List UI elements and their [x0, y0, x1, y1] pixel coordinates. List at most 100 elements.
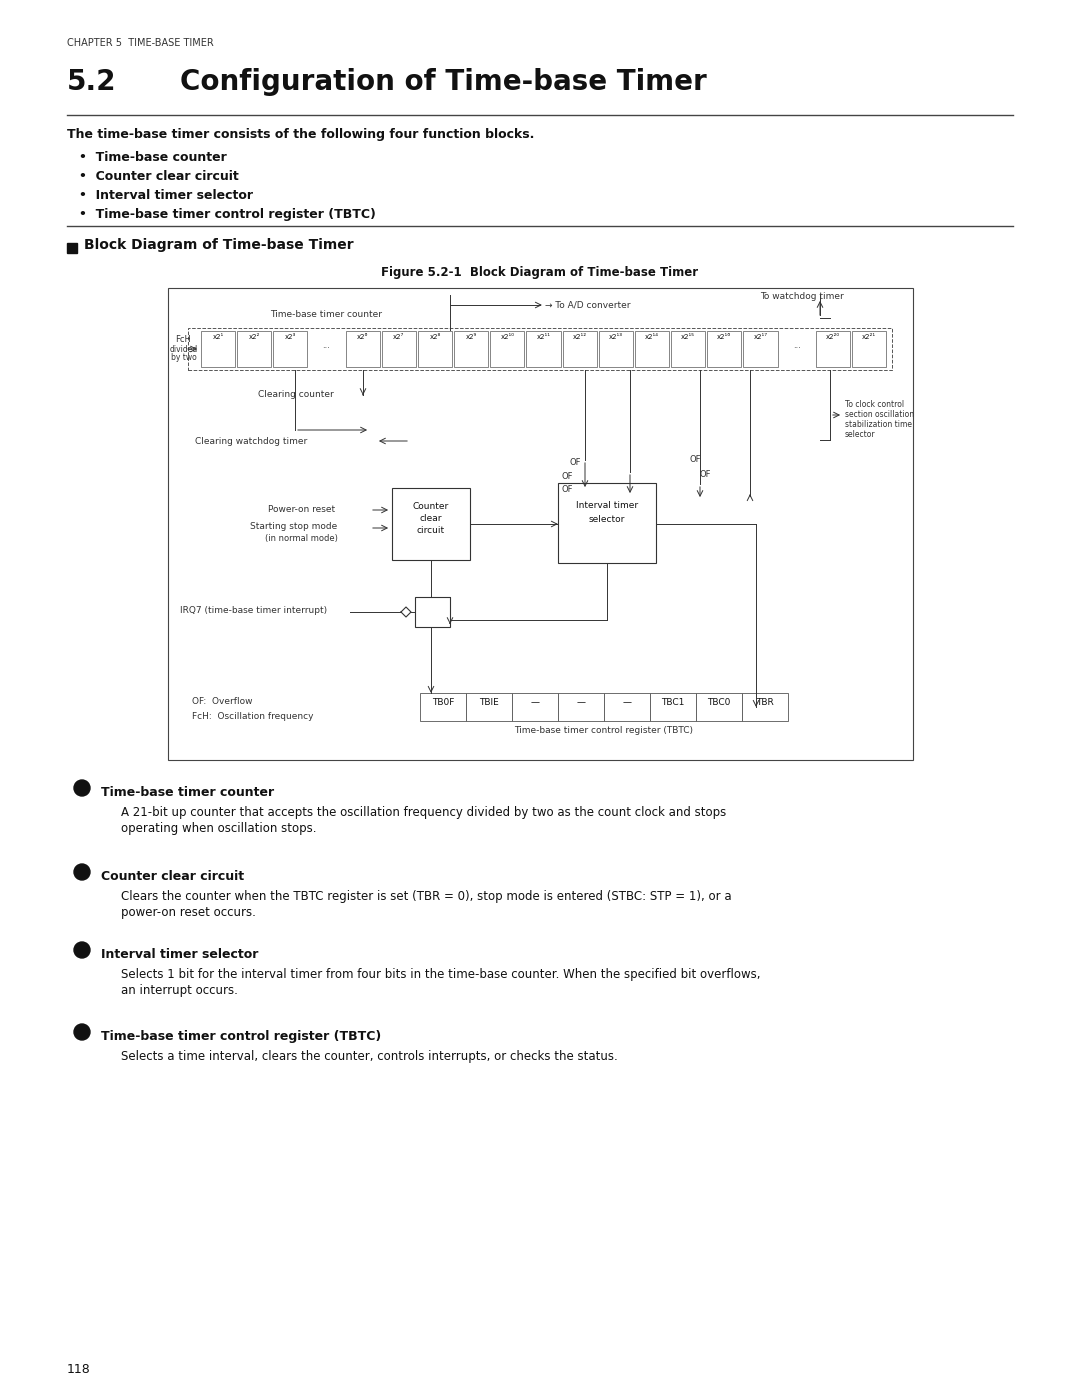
Text: → To A/D converter: → To A/D converter [545, 300, 631, 309]
Text: The time-base timer consists of the following four function blocks.: The time-base timer consists of the foll… [67, 129, 535, 141]
Text: an interrupt occurs.: an interrupt occurs. [121, 983, 238, 997]
Text: CHAPTER 5  TIME-BASE TIMER: CHAPTER 5 TIME-BASE TIMER [67, 38, 214, 47]
Text: To watchdog timer: To watchdog timer [760, 292, 843, 300]
Bar [415, 597, 450, 627]
Bar [273, 331, 308, 367]
Bar [604, 693, 650, 721]
Text: Configuration of Time-base Timer: Configuration of Time-base Timer [180, 68, 706, 96]
Text: 118: 118 [67, 1363, 91, 1376]
Text: x2³: x2³ [285, 334, 296, 339]
Bar [526, 331, 561, 367]
Bar [382, 331, 416, 367]
Bar [512, 693, 558, 721]
Text: x2¹⁰: x2¹⁰ [500, 334, 514, 339]
Text: OF: OF [700, 469, 712, 479]
Bar [465, 693, 512, 721]
Text: by two: by two [171, 353, 197, 362]
Text: Time-base timer control register (TBTC): Time-base timer control register (TBTC) [102, 1030, 381, 1044]
Text: x2¹⁶: x2¹⁶ [717, 334, 731, 339]
Text: x2⁸: x2⁸ [430, 334, 441, 339]
Bar [563, 331, 597, 367]
Text: x2⁷: x2⁷ [393, 334, 405, 339]
Text: x2¹⁷: x2¹⁷ [754, 334, 768, 339]
Text: •  Time-base counter: • Time-base counter [79, 151, 227, 163]
Bar [635, 331, 669, 367]
Text: Clearing counter: Clearing counter [258, 390, 334, 400]
Text: Selects 1 bit for the interval timer from four bits in the time-base counter. Wh: Selects 1 bit for the interval timer fro… [121, 968, 760, 981]
Text: Power-on reset: Power-on reset [268, 504, 335, 514]
Text: OF: OF [690, 455, 702, 464]
Text: circuit: circuit [417, 527, 445, 535]
Text: Figure 5.2-1  Block Diagram of Time-base Timer: Figure 5.2-1 Block Diagram of Time-base … [381, 265, 699, 279]
Text: Clearing watchdog timer: Clearing watchdog timer [195, 437, 307, 446]
Bar [558, 483, 656, 563]
Text: Time-base timer control register (TBTC): Time-base timer control register (TBTC) [514, 726, 693, 735]
Text: divided: divided [170, 345, 199, 353]
Bar [418, 331, 453, 367]
Text: Starting stop mode: Starting stop mode [249, 522, 337, 531]
Text: Clears the counter when the TBTC register is set (TBR = 0), stop mode is entered: Clears the counter when the TBTC registe… [121, 890, 731, 902]
Text: selector: selector [589, 515, 625, 524]
Text: OF: OF [562, 472, 573, 481]
Text: power-on reset occurs.: power-on reset occurs. [121, 907, 256, 919]
Text: x2²⁰: x2²⁰ [826, 334, 840, 339]
Text: Counter: Counter [413, 502, 449, 511]
Bar [392, 488, 470, 560]
Bar [696, 693, 742, 721]
Text: x2⁶: x2⁶ [357, 334, 368, 339]
Bar [650, 693, 696, 721]
Text: x2¹³: x2¹³ [609, 334, 623, 339]
Text: TBC0: TBC0 [707, 698, 731, 707]
Bar [67, 243, 77, 253]
Text: operating when oscillation stops.: operating when oscillation stops. [121, 821, 316, 835]
Bar [168, 288, 913, 760]
Bar [558, 693, 604, 721]
Bar [238, 331, 271, 367]
Text: Counter clear circuit: Counter clear circuit [102, 870, 244, 883]
Bar [454, 331, 488, 367]
Text: IRQ7 (time-base timer interrupt): IRQ7 (time-base timer interrupt) [180, 606, 327, 615]
Text: clear: clear [420, 514, 442, 522]
Text: stabilization time: stabilization time [845, 420, 912, 429]
Text: x2²¹: x2²¹ [862, 334, 876, 339]
Text: FᴄH:  Oscillation frequency: FᴄH: Oscillation frequency [192, 712, 313, 721]
Text: —: — [530, 698, 540, 707]
Text: •  Time-base timer control register (TBTC): • Time-base timer control register (TBTC… [79, 208, 376, 221]
Text: (in normal mode): (in normal mode) [265, 534, 338, 543]
Text: OF: OF [570, 458, 581, 467]
Text: Interval timer: Interval timer [576, 502, 638, 510]
Text: FᴄH: FᴄH [175, 335, 191, 344]
Bar [201, 331, 235, 367]
Text: •  Interval timer selector: • Interval timer selector [79, 189, 253, 203]
Bar [490, 331, 525, 367]
Text: x2¹¹: x2¹¹ [537, 334, 551, 339]
Text: TBC1: TBC1 [661, 698, 685, 707]
Text: —: — [577, 698, 585, 707]
Text: Interval timer selector: Interval timer selector [102, 949, 258, 961]
Text: x2¹²: x2¹² [572, 334, 586, 339]
Text: x2²: x2² [248, 334, 260, 339]
Circle shape [75, 863, 90, 880]
Text: x2¹: x2¹ [213, 334, 224, 339]
Circle shape [75, 1024, 90, 1039]
Bar [742, 693, 788, 721]
Text: TBR: TBR [756, 698, 774, 707]
Text: x2¹⁵: x2¹⁵ [681, 334, 696, 339]
Bar [815, 331, 850, 367]
Text: Time-base timer counter: Time-base timer counter [102, 787, 274, 799]
Text: x2⁹: x2⁹ [465, 334, 476, 339]
Bar [598, 331, 633, 367]
Bar [743, 331, 778, 367]
Text: A 21-bit up counter that accepts the oscillation frequency divided by two as the: A 21-bit up counter that accepts the osc… [121, 806, 726, 819]
Text: selector: selector [845, 430, 876, 439]
Text: OF: OF [562, 485, 573, 495]
Text: Selects a time interval, clears the counter, controls interrupts, or checks the : Selects a time interval, clears the coun… [121, 1051, 618, 1063]
Text: ...: ... [323, 341, 330, 349]
Circle shape [75, 942, 90, 958]
Text: section oscillation: section oscillation [845, 409, 914, 419]
Bar [671, 331, 705, 367]
Text: Block Diagram of Time-base Timer: Block Diagram of Time-base Timer [84, 237, 353, 251]
Text: TBIE: TBIE [480, 698, 499, 707]
Text: —: — [622, 698, 632, 707]
Text: x2¹⁴: x2¹⁴ [645, 334, 659, 339]
